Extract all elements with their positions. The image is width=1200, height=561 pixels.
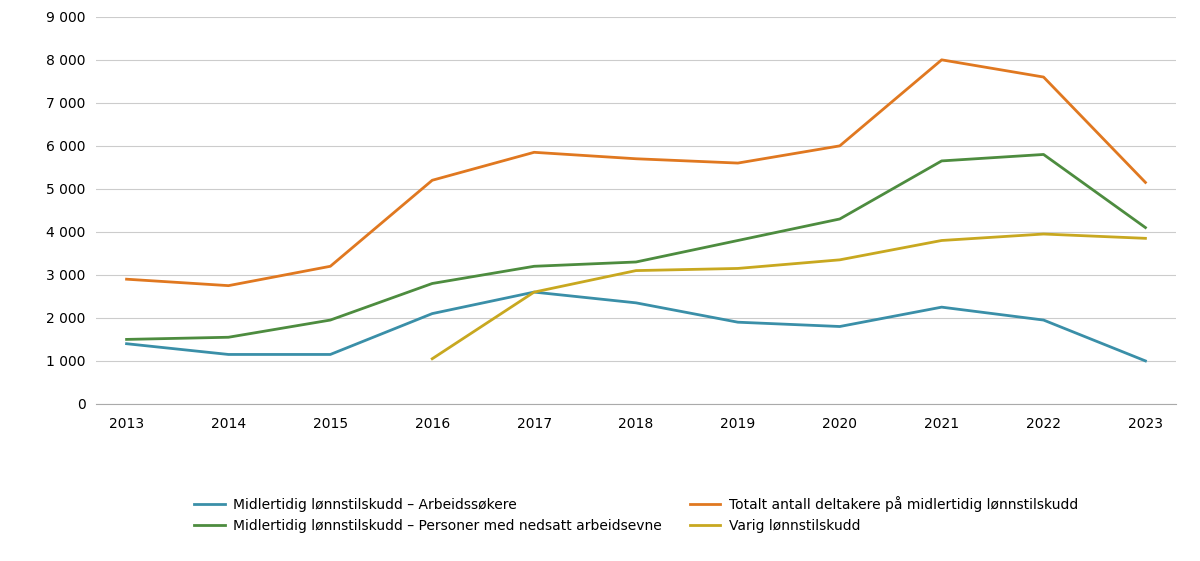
Totalt antall deltakere på midlertidig lønnstilskudd	[629, 155, 643, 162]
Totalt antall deltakere på midlertidig lønnstilskudd	[119, 276, 133, 283]
Midlertidig lønnstilskudd – Personer med nedsatt arbeidsevne	[935, 158, 949, 164]
Totalt antall deltakere på midlertidig lønnstilskudd	[527, 149, 541, 156]
Varig lønnstilskudd	[1037, 231, 1051, 237]
Midlertidig lønnstilskudd – Arbeidssøkere	[527, 289, 541, 296]
Totalt antall deltakere på midlertidig lønnstilskudd	[833, 142, 847, 149]
Totalt antall deltakere på midlertidig lønnstilskudd	[1037, 73, 1051, 80]
Midlertidig lønnstilskudd – Personer med nedsatt arbeidsevne	[833, 215, 847, 222]
Midlertidig lønnstilskudd – Arbeidssøkere	[833, 323, 847, 330]
Line: Totalt antall deltakere på midlertidig lønnstilskudd: Totalt antall deltakere på midlertidig l…	[126, 60, 1146, 286]
Midlertidig lønnstilskudd – Personer med nedsatt arbeidsevne	[1139, 224, 1153, 231]
Midlertidig lønnstilskudd – Personer med nedsatt arbeidsevne	[323, 316, 337, 323]
Varig lønnstilskudd	[425, 356, 439, 362]
Totalt antall deltakere på midlertidig lønnstilskudd	[1139, 179, 1153, 186]
Legend: Midlertidig lønnstilskudd – Arbeidssøkere, Midlertidig lønnstilskudd – Personer : Midlertidig lønnstilskudd – Arbeidssøker…	[194, 496, 1078, 533]
Midlertidig lønnstilskudd – Personer med nedsatt arbeidsevne	[629, 259, 643, 265]
Midlertidig lønnstilskudd – Arbeidssøkere	[1139, 357, 1153, 364]
Varig lønnstilskudd	[935, 237, 949, 244]
Midlertidig lønnstilskudd – Personer med nedsatt arbeidsevne	[119, 336, 133, 343]
Midlertidig lønnstilskudd – Arbeidssøkere	[221, 351, 235, 358]
Midlertidig lønnstilskudd – Personer med nedsatt arbeidsevne	[527, 263, 541, 270]
Varig lønnstilskudd	[833, 256, 847, 263]
Line: Midlertidig lønnstilskudd – Personer med nedsatt arbeidsevne: Midlertidig lønnstilskudd – Personer med…	[126, 154, 1146, 339]
Line: Varig lønnstilskudd: Varig lønnstilskudd	[432, 234, 1146, 359]
Midlertidig lønnstilskudd – Personer med nedsatt arbeidsevne	[221, 334, 235, 341]
Midlertidig lønnstilskudd – Personer med nedsatt arbeidsevne	[1037, 151, 1051, 158]
Varig lønnstilskudd	[731, 265, 745, 272]
Varig lønnstilskudd	[629, 267, 643, 274]
Midlertidig lønnstilskudd – Arbeidssøkere	[935, 304, 949, 311]
Varig lønnstilskudd	[1139, 235, 1153, 242]
Midlertidig lønnstilskudd – Personer med nedsatt arbeidsevne	[425, 280, 439, 287]
Midlertidig lønnstilskudd – Arbeidssøkere	[731, 319, 745, 325]
Midlertidig lønnstilskudd – Arbeidssøkere	[119, 341, 133, 347]
Midlertidig lønnstilskudd – Arbeidssøkere	[425, 310, 439, 317]
Totalt antall deltakere på midlertidig lønnstilskudd	[935, 57, 949, 63]
Midlertidig lønnstilskudd – Personer med nedsatt arbeidsevne	[731, 237, 745, 244]
Midlertidig lønnstilskudd – Arbeidssøkere	[629, 300, 643, 306]
Midlertidig lønnstilskudd – Arbeidssøkere	[1037, 316, 1051, 323]
Totalt antall deltakere på midlertidig lønnstilskudd	[425, 177, 439, 183]
Midlertidig lønnstilskudd – Arbeidssøkere	[323, 351, 337, 358]
Totalt antall deltakere på midlertidig lønnstilskudd	[731, 160, 745, 167]
Line: Midlertidig lønnstilskudd – Arbeidssøkere: Midlertidig lønnstilskudd – Arbeidssøker…	[126, 292, 1146, 361]
Totalt antall deltakere på midlertidig lønnstilskudd	[221, 282, 235, 289]
Varig lønnstilskudd	[527, 289, 541, 296]
Totalt antall deltakere på midlertidig lønnstilskudd	[323, 263, 337, 270]
